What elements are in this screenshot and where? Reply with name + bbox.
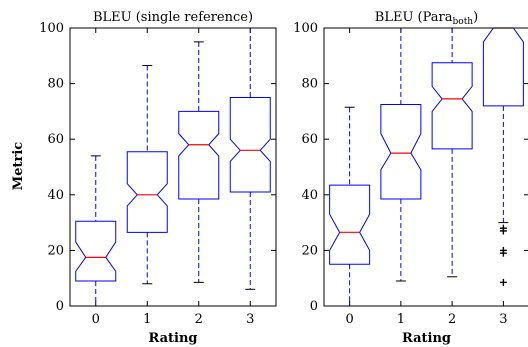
boxplot-2 (178, 41, 220, 283)
x-tick-label: 1 (397, 312, 405, 327)
notched-box (75, 220, 117, 282)
boxplot-3 (229, 27, 271, 290)
y-tick-label: 20 (47, 243, 64, 258)
boxplot-3 (482, 27, 524, 286)
y-tick-label: 80 (47, 77, 64, 92)
plot-frame (69, 27, 277, 307)
x-tick-label: 3 (246, 312, 254, 327)
notched-box (178, 110, 220, 200)
boxplot-0 (75, 155, 117, 307)
x-tick-label: 0 (92, 312, 100, 327)
y-axis-label: Metric (11, 142, 26, 190)
plot-frame (323, 27, 528, 307)
panel-title: BLEU (Paraboth) (375, 10, 478, 27)
chart-panel-1: BLEU (single reference) 0 20 40 60 80 100 0 1 2 3 R… (39, 10, 277, 346)
x-tick-label: 2 (448, 312, 456, 327)
y-tick-label: 100 (39, 21, 64, 36)
chart-panel-2: BLEU (Paraboth) 0 20 40 60 80 100 0 1 2 3 Rating (293, 10, 528, 346)
x-tick-label: 0 (345, 312, 353, 327)
x-axis-label: Rating (402, 331, 451, 346)
boxplot-1 (126, 65, 168, 285)
notched-box (229, 97, 271, 193)
notched-box (431, 62, 473, 150)
boxplot-0 (329, 106, 371, 307)
boxplot-2 (431, 27, 473, 278)
panel-title: BLEU (single reference) (93, 10, 253, 25)
y-tick-label: 40 (47, 188, 64, 203)
y-tick-label: 80 (301, 77, 318, 92)
y-tick-label: 60 (47, 132, 64, 147)
notched-box (380, 103, 422, 200)
boxplot-1 (380, 27, 422, 282)
notched-box (482, 27, 524, 107)
y-tick-label: 0 (56, 299, 64, 314)
x-axis-label: Rating (148, 331, 197, 346)
x-tick-label: 1 (143, 312, 151, 327)
notched-box (329, 184, 371, 265)
y-tick-label: 60 (301, 132, 318, 147)
notched-box (126, 151, 168, 233)
y-tick-label: 20 (301, 243, 318, 258)
x-tick-label: 2 (195, 312, 203, 327)
y-tick-label: 0 (310, 299, 318, 314)
x-tick-label: 3 (499, 312, 507, 327)
y-tick-label: 40 (301, 188, 318, 203)
y-tick-label: 100 (293, 21, 318, 36)
